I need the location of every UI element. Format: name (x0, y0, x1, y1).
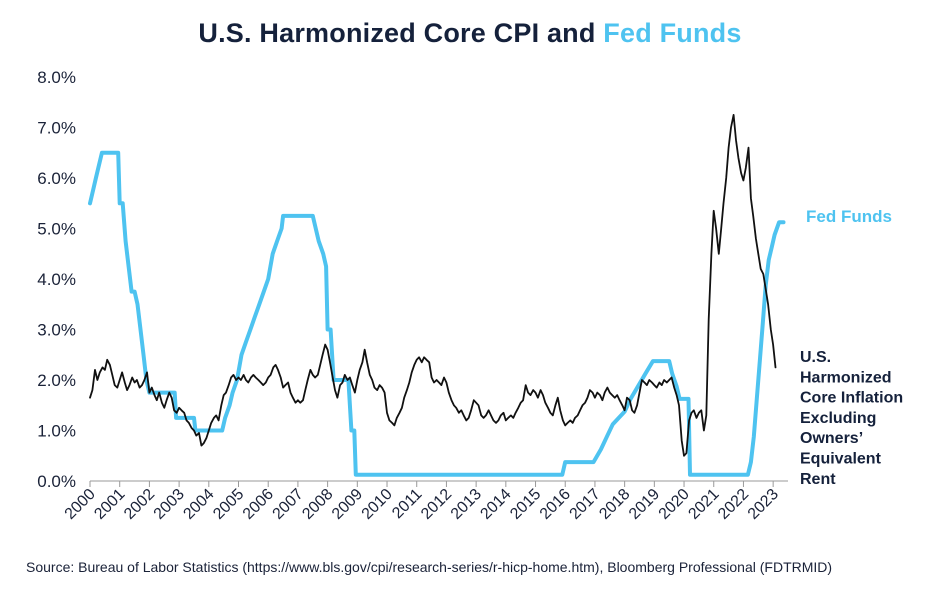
line-chart: 0.0% 1.0% 2.0% 3.0% 4.0% 5.0% 6.0% 7.0% 8.0% 2000… (37, 68, 903, 523)
core-cpi-label-line: U.S. (800, 349, 831, 366)
x-tick-label: 2023 (745, 486, 782, 523)
y-tick-label: 4.0% (37, 270, 76, 289)
fed-funds-label: Fed Funds (806, 207, 892, 226)
x-tick-label: 2017 (567, 486, 604, 523)
x-tick-label: 2000 (62, 486, 99, 523)
y-tick-label: 3.0% (37, 321, 76, 340)
x-tick-label: 2005 (210, 486, 247, 523)
y-tick-label: 2.0% (37, 371, 76, 390)
core-cpi-label-line: Excluding (800, 410, 876, 427)
x-tick-label: 2007 (270, 486, 307, 523)
y-tick-label: 6.0% (37, 169, 76, 188)
y-tick-label: 0.0% (37, 472, 76, 491)
x-tick-label: 2008 (299, 486, 336, 523)
core-cpi-label-line: Harmonized (800, 369, 892, 386)
fed-funds-line (88, 150, 786, 477)
y-tick-label: 5.0% (37, 220, 76, 239)
x-tick-label: 2011 (389, 486, 425, 522)
x-tick-label: 2016 (537, 486, 574, 523)
x-tick-label: 2002 (121, 486, 158, 523)
x-tick-label: 2022 (715, 486, 752, 523)
source-note: Source: Bureau of Labor Statistics (http… (26, 559, 833, 575)
x-tick-label: 2004 (180, 486, 217, 523)
y-tick-label: 1.0% (37, 422, 76, 441)
core-cpi-label-line: Owners’ (800, 430, 863, 447)
core-cpi-line (89, 114, 777, 457)
x-tick-label: 2009 (329, 486, 366, 523)
x-tick-label: 2018 (596, 486, 633, 523)
core-cpi-label-line: Equivalent (800, 451, 882, 468)
x-tick-label: 2021 (685, 486, 722, 523)
y-tick-label: 8.0% (37, 68, 76, 87)
chart-title-part1: U.S. Harmonized Core CPI and (198, 18, 596, 48)
x-tick-label: 2010 (359, 486, 396, 523)
x-tick-label: 2012 (418, 486, 455, 523)
x-tick-label: 2003 (151, 486, 188, 523)
x-tick-label: 2001 (91, 486, 128, 523)
x-tick-label: 2020 (656, 486, 693, 523)
core-cpi-label-line: Rent (800, 471, 836, 488)
x-tick-label: 2014 (477, 486, 514, 523)
x-tick-label: 2019 (626, 486, 663, 523)
chart-title: U.S. Harmonized Core CPI and Fed Funds (0, 18, 940, 49)
y-tick-label: 7.0% (37, 119, 76, 138)
x-tick-label: 2013 (448, 486, 485, 523)
chart-title-part2: Fed Funds (603, 18, 742, 48)
x-tick-label: 2015 (507, 486, 544, 523)
core-cpi-label-line: Core Inflation (800, 390, 903, 407)
x-tick-label: 2006 (240, 486, 277, 523)
